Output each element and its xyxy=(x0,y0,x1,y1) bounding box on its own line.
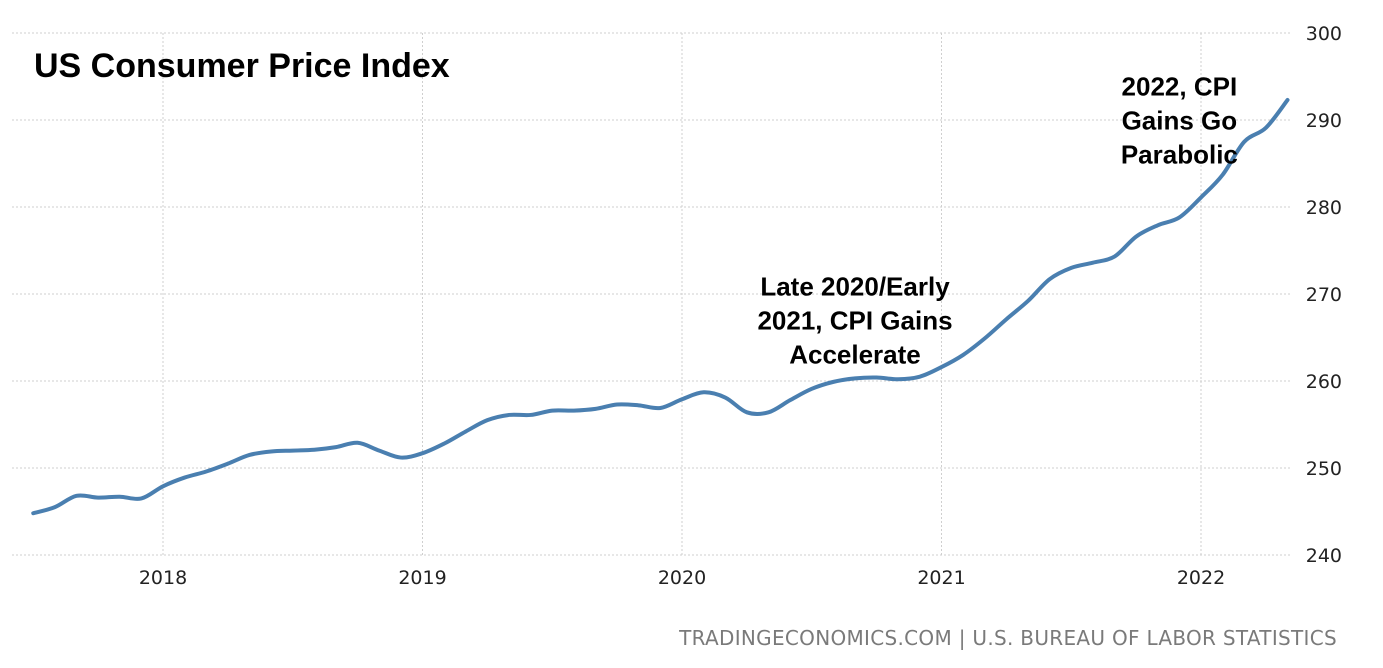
y-tick-label: 240 xyxy=(1306,545,1342,567)
x-tick-label: 2022 xyxy=(1177,567,1225,589)
y-tick-label: 280 xyxy=(1306,197,1342,219)
annotation-line: Gains Go xyxy=(1122,106,1238,136)
source-attribution: TRADINGECONOMICS.COM | U.S. BUREAU OF LA… xyxy=(678,626,1337,650)
y-tick-label: 250 xyxy=(1306,458,1342,480)
x-tick-label: 2019 xyxy=(398,567,446,589)
series-line-cpi xyxy=(31,97,1290,516)
series-layer xyxy=(31,97,1290,516)
grid-layer xyxy=(12,32,1290,556)
annotation-line: 2022, CPI xyxy=(1122,72,1238,102)
y-tick-label: 300 xyxy=(1306,23,1342,45)
annotations: Late 2020/Early 2021, CPI Gains Accelerate… xyxy=(757,72,1237,370)
y-tick-label: 260 xyxy=(1306,371,1342,393)
chart-title: US Consumer Price Index xyxy=(34,47,450,85)
y-tick-label: 290 xyxy=(1306,110,1342,132)
y-axis: 240 250 260 270 280 290 300 xyxy=(1306,23,1342,567)
y-tick-label: 270 xyxy=(1306,284,1342,306)
annotation-line: Parabolic xyxy=(1121,140,1238,170)
x-tick-label: 2021 xyxy=(917,567,965,589)
annotation-line: Accelerate xyxy=(789,340,921,370)
annotation-1: Late 2020/Early 2021, CPI Gains Accelerate xyxy=(757,272,952,370)
annotation-line: 2021, CPI Gains xyxy=(757,306,952,336)
x-axis: 2018 2019 2020 2021 2022 xyxy=(139,567,1225,589)
annotation-2: 2022, CPI Gains Go Parabolic xyxy=(1121,72,1238,170)
x-tick-label: 2020 xyxy=(658,567,706,589)
x-tick-label: 2018 xyxy=(139,567,187,589)
annotation-line: Late 2020/Early xyxy=(760,272,950,302)
